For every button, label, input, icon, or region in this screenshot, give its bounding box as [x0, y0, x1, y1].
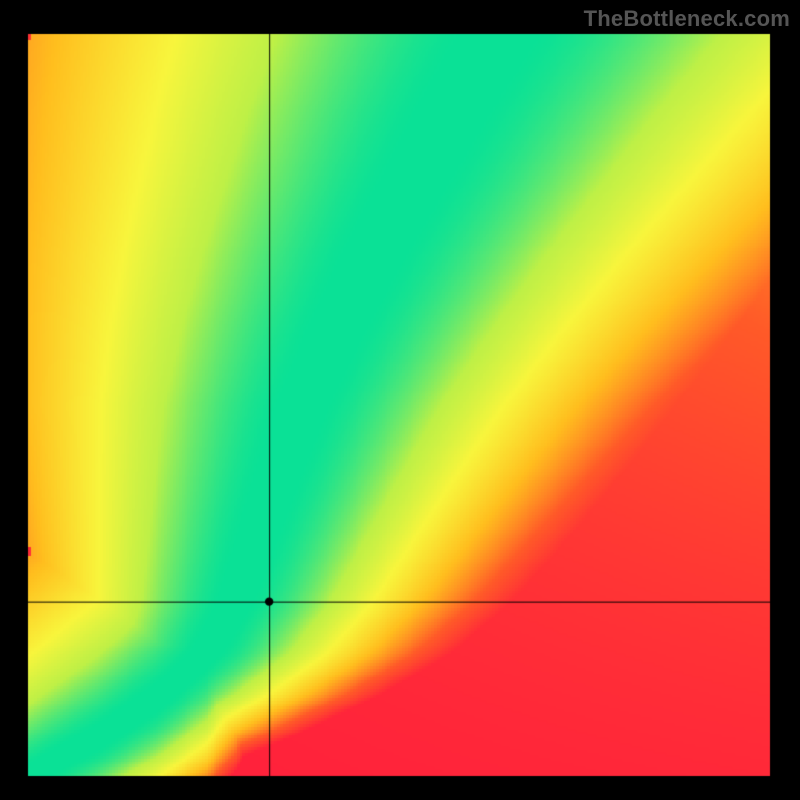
bottleneck-heatmap — [0, 0, 800, 800]
watermark-text: TheBottleneck.com — [584, 6, 790, 32]
